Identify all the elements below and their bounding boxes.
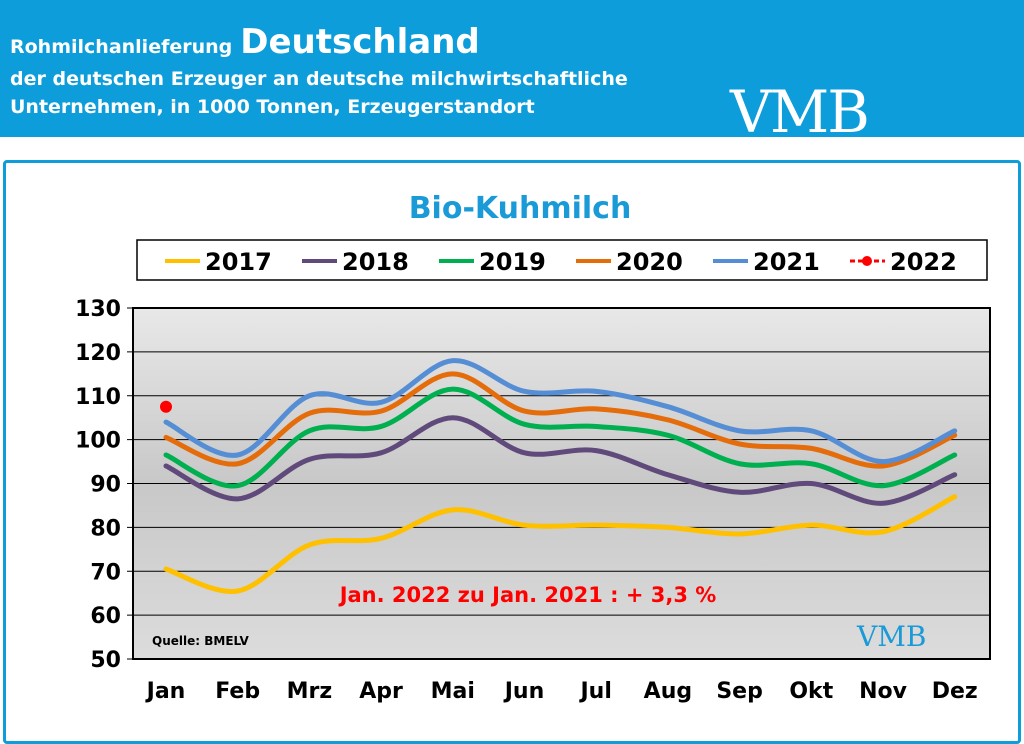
legend-label: 2021 <box>753 248 820 276</box>
x-tick-label: Sep <box>716 679 763 704</box>
chart-title: Bio-Kuhmilch <box>409 191 632 226</box>
x-tick-label: Jul <box>579 679 612 704</box>
y-tick-label: 80 <box>90 516 121 541</box>
header-line1: Rohmilchanlieferung Deutschland <box>10 22 480 62</box>
line-2020 <box>163 371 958 469</box>
legend-label: 2018 <box>342 248 409 276</box>
y-tick-label: 120 <box>75 341 121 366</box>
line-2018 <box>163 415 958 506</box>
y-tick-label: 90 <box>90 473 121 498</box>
x-tick-label: Apr <box>359 679 403 704</box>
x-tick-label: Dez <box>932 679 978 704</box>
header-country: Deutschland <box>240 22 480 62</box>
y-tick-label: 50 <box>90 648 121 673</box>
y-tick-label: 130 <box>75 297 121 322</box>
x-tick-label: Jan <box>145 679 186 704</box>
line-2017 <box>163 494 958 594</box>
x-tick-label: Nov <box>859 679 908 704</box>
header-prefix: Rohmilchanlieferung <box>10 36 233 58</box>
header-line2: der deutschen Erzeuger an deutsche milch… <box>10 68 628 90</box>
line-2021 <box>163 358 958 465</box>
header-line3: Unternehmen, in 1000 Tonnen, Erzeugersta… <box>10 96 535 118</box>
legend-label: 2020 <box>616 248 683 276</box>
x-tick-label: Okt <box>789 679 833 704</box>
y-tick-label: 60 <box>90 604 121 629</box>
point-2022 <box>160 400 172 413</box>
legend-label: 2019 <box>479 248 546 276</box>
legend-label: 2022 <box>890 248 957 276</box>
x-tick-label: Jun <box>503 679 545 704</box>
vmb-logo: VMB <box>730 78 870 146</box>
legend-label: 2017 <box>205 248 272 276</box>
legend-marker <box>862 256 872 266</box>
x-tick-label: Aug <box>644 679 692 704</box>
source-label: Quelle: BMELV <box>152 634 250 648</box>
line-2019 <box>163 386 958 489</box>
x-tick-label: Mai <box>431 679 475 704</box>
y-tick-label: 70 <box>90 560 121 585</box>
vmb-watermark-logo: VMB <box>856 620 926 653</box>
chart-frame <box>3 160 1021 744</box>
legend <box>136 239 988 281</box>
y-tick-label: 100 <box>75 429 121 454</box>
x-tick-label: Feb <box>215 679 260 704</box>
y-tick-label: 110 <box>75 385 121 410</box>
x-tick-label: Mrz <box>287 679 333 704</box>
annotation: Jan. 2022 zu Jan. 2021 : + 3,3 % <box>338 583 717 607</box>
header-banner: Rohmilchanlieferung Deutschland der deuts… <box>0 0 1024 146</box>
